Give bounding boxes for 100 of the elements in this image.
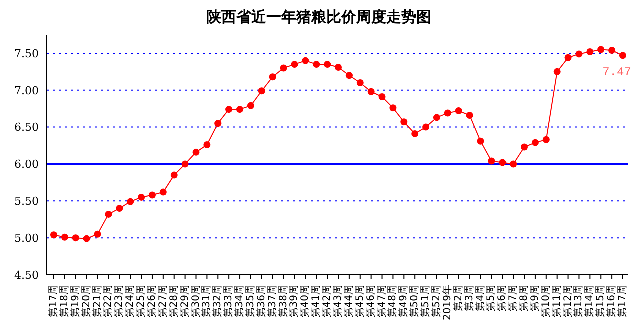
- point: [564, 54, 572, 62]
- point: [477, 138, 484, 145]
- x-tick-label: 第17周: [48, 285, 60, 318]
- point: [390, 104, 397, 112]
- x-tick-label: 第23周: [113, 285, 126, 318]
- point: [400, 118, 408, 126]
- x-tick-label: 第26周: [146, 285, 158, 318]
- x-tick-label: 第32周: [212, 285, 224, 318]
- x-tick-label: 第31周: [200, 285, 213, 318]
- point: [586, 48, 594, 56]
- x-tick-label: 第2周: [452, 285, 464, 312]
- y-tick-label: 6.00: [14, 158, 39, 172]
- x-tick-label: 第47周: [376, 285, 388, 318]
- x-tick-label: 第21周: [91, 285, 104, 318]
- x-tick-label: 第24周: [124, 285, 136, 318]
- point: [521, 144, 528, 151]
- x-tick-label: 第38周: [277, 285, 290, 318]
- x-tick-label: 第13周: [572, 285, 585, 318]
- x-tick-label: 第34周: [234, 285, 246, 318]
- chart-title: 陕西省近一年猪粮比价周度走势图: [206, 8, 432, 27]
- x-tick-label: 第52周: [430, 285, 442, 318]
- point: [455, 108, 462, 115]
- x-tick-label: 第17周: [616, 285, 628, 318]
- x-tick-label: 第6周: [496, 285, 508, 312]
- x-tick-label: 第9周: [528, 285, 541, 312]
- point: [378, 94, 386, 101]
- x-tick-label: 第18周: [58, 285, 70, 318]
- point: [105, 210, 112, 218]
- point: [466, 112, 474, 119]
- x-tick-label: 第50周: [408, 285, 421, 318]
- x-tick-label: 第46周: [364, 285, 377, 318]
- point: [182, 160, 189, 168]
- x-tick-label: 第33周: [222, 285, 235, 318]
- x-tick-label: 第37周: [266, 285, 278, 318]
- point: [412, 130, 419, 138]
- point: [50, 232, 58, 239]
- point: [214, 120, 222, 128]
- x-tick-label: 第25周: [135, 285, 148, 318]
- x-tick-label: 第36周: [255, 285, 268, 318]
- x-tick-label: 第15周: [594, 285, 607, 318]
- x-tick-label: 第27周: [156, 285, 169, 318]
- point: [598, 46, 605, 54]
- point: [542, 136, 550, 144]
- x-tick-label: 第14周: [584, 285, 596, 318]
- point: [269, 74, 276, 81]
- point: [192, 148, 200, 156]
- point: [116, 205, 124, 212]
- point: [532, 139, 539, 146]
- y-tick-label: 6.50: [14, 121, 39, 134]
- point: [488, 158, 496, 165]
- point: [170, 172, 178, 179]
- point: [280, 64, 288, 72]
- x-tick-label: 第45周: [354, 285, 366, 318]
- x-tick-label: 第30周: [190, 285, 202, 318]
- x-tick-label: 第43周: [332, 285, 344, 318]
- point: [346, 72, 353, 80]
- point: [291, 61, 298, 68]
- point: [148, 192, 156, 199]
- y-tick-label: 5.00: [14, 232, 39, 245]
- x-tick-label: 第3周: [463, 285, 476, 312]
- x-tick-label: 第4周: [474, 285, 486, 312]
- x-tick-label: 第5周: [485, 285, 498, 312]
- point: [313, 61, 320, 68]
- point: [236, 106, 244, 114]
- point: [576, 50, 583, 58]
- y-tick-label: 5.50: [14, 195, 39, 208]
- y-tick-label: 7.00: [14, 84, 39, 98]
- point: [324, 61, 332, 68]
- y-tick-label: 4.50: [14, 268, 39, 282]
- point: [444, 110, 452, 117]
- x-tick-label: 第22周: [102, 285, 114, 318]
- x-tick-label: 第35周: [244, 285, 256, 318]
- x-tick-label: 第49周: [398, 285, 410, 318]
- point: [356, 80, 364, 86]
- point: [608, 47, 616, 54]
- x-tick-label: 第51周: [420, 285, 432, 318]
- data-label: 7.47: [602, 66, 632, 80]
- x-tick-label: 2019年: [441, 285, 454, 320]
- point: [138, 194, 146, 201]
- x-tick-label: 第16周: [606, 285, 618, 318]
- x-tick-label: 第10周: [540, 285, 552, 318]
- y-tick-label: 7.50: [14, 47, 39, 60]
- x-tick-label: 第41周: [310, 285, 322, 318]
- x-tick-label: 第42周: [321, 285, 334, 318]
- point: [335, 64, 342, 71]
- point: [160, 188, 167, 196]
- point: [247, 102, 254, 110]
- x-tick-label: 第39周: [288, 285, 300, 318]
- point: [226, 106, 233, 114]
- x-tick-label: 第7周: [507, 285, 520, 312]
- x-tick-label: 第12周: [562, 285, 574, 318]
- x-tick-label: 第11周: [550, 285, 563, 318]
- x-tick-label: 第40周: [299, 285, 312, 318]
- point: [72, 234, 80, 242]
- point: [510, 160, 518, 168]
- point: [127, 198, 134, 206]
- point: [433, 114, 440, 122]
- x-tick-label: 第20周: [80, 285, 92, 318]
- point: [499, 159, 506, 166]
- point: [620, 52, 626, 60]
